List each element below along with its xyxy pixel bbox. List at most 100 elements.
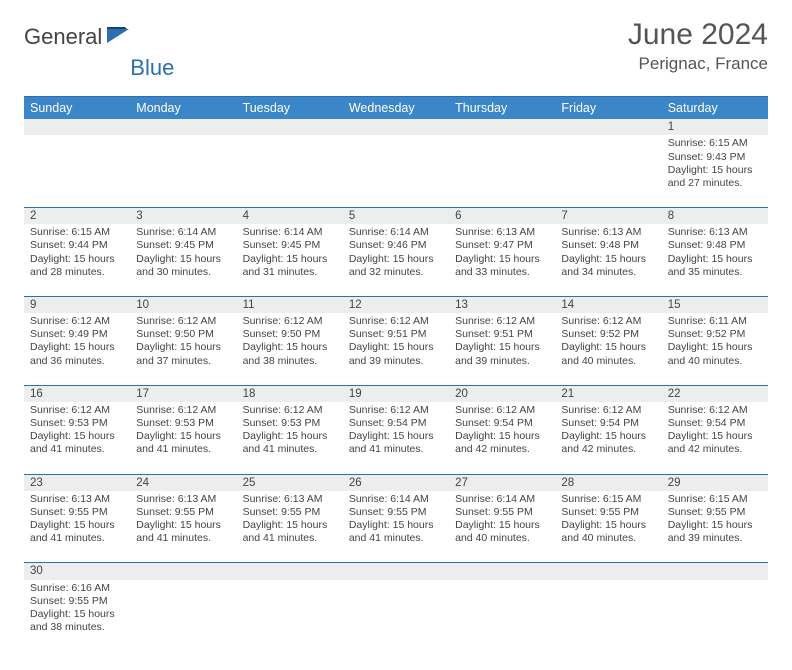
sunset-label: Sunset: 9:55 PM xyxy=(136,506,230,519)
day-cell: Sunrise: 6:12 AMSunset: 9:52 PMDaylight:… xyxy=(555,313,661,385)
sunset-label: Sunset: 9:47 PM xyxy=(455,239,549,252)
calendar-page: General June 2024 Perignac, France Gener… xyxy=(0,0,792,670)
daylight-label: Daylight: 15 hours and 35 minutes. xyxy=(668,253,762,279)
day-cell xyxy=(449,135,555,207)
daynum-row: 23242526272829 xyxy=(24,474,768,491)
sunrise-label: Sunrise: 6:15 AM xyxy=(668,137,762,150)
day-number: 23 xyxy=(24,474,130,491)
sunrise-label: Sunrise: 6:14 AM xyxy=(349,226,443,239)
day-number: 19 xyxy=(343,385,449,402)
day-cell: Sunrise: 6:13 AMSunset: 9:55 PMDaylight:… xyxy=(237,491,343,563)
sunrise-label: Sunrise: 6:15 AM xyxy=(561,493,655,506)
month-title: June 2024 xyxy=(628,18,768,52)
day-cell: Sunrise: 6:14 AMSunset: 9:55 PMDaylight:… xyxy=(343,491,449,563)
day-cell: Sunrise: 6:13 AMSunset: 9:55 PMDaylight:… xyxy=(130,491,236,563)
daylight-label: Daylight: 15 hours and 41 minutes. xyxy=(136,519,230,545)
daynum-row: 1 xyxy=(24,119,768,135)
weekday-col-2: Tuesday xyxy=(237,97,343,120)
sunrise-label: Sunrise: 6:12 AM xyxy=(349,404,443,417)
sunrise-label: Sunrise: 6:12 AM xyxy=(668,404,762,417)
day-number: 28 xyxy=(555,474,661,491)
day-cell: Sunrise: 6:14 AMSunset: 9:45 PMDaylight:… xyxy=(130,224,236,296)
daylight-label: Daylight: 15 hours and 40 minutes. xyxy=(561,341,655,367)
sunset-label: Sunset: 9:49 PM xyxy=(30,328,124,341)
day-number: 24 xyxy=(130,474,236,491)
sunrise-label: Sunrise: 6:13 AM xyxy=(561,226,655,239)
day-content-row: Sunrise: 6:15 AMSunset: 9:44 PMDaylight:… xyxy=(24,224,768,296)
day-number: 8 xyxy=(662,207,768,224)
day-cell xyxy=(130,580,236,652)
day-number: 21 xyxy=(555,385,661,402)
day-number: 1 xyxy=(662,119,768,135)
daylight-label: Daylight: 15 hours and 41 minutes. xyxy=(30,519,124,545)
sunset-label: Sunset: 9:54 PM xyxy=(561,417,655,430)
location-label: Perignac, France xyxy=(628,54,768,74)
day-cell xyxy=(237,135,343,207)
day-number: 17 xyxy=(130,385,236,402)
day-cell xyxy=(130,135,236,207)
day-number: 11 xyxy=(237,296,343,313)
day-number: 18 xyxy=(237,385,343,402)
day-number xyxy=(343,563,449,580)
sunrise-label: Sunrise: 6:15 AM xyxy=(668,493,762,506)
day-cell: Sunrise: 6:13 AMSunset: 9:55 PMDaylight:… xyxy=(24,491,130,563)
brand-name-1: General xyxy=(24,24,102,50)
daylight-label: Daylight: 15 hours and 37 minutes. xyxy=(136,341,230,367)
day-content-row: Sunrise: 6:13 AMSunset: 9:55 PMDaylight:… xyxy=(24,491,768,563)
day-number: 5 xyxy=(343,207,449,224)
day-number: 13 xyxy=(449,296,555,313)
day-number xyxy=(343,119,449,135)
daylight-label: Daylight: 15 hours and 28 minutes. xyxy=(30,253,124,279)
day-cell: Sunrise: 6:12 AMSunset: 9:54 PMDaylight:… xyxy=(449,402,555,474)
weekday-header: SundayMondayTuesdayWednesdayThursdayFrid… xyxy=(24,97,768,120)
sunset-label: Sunset: 9:53 PM xyxy=(136,417,230,430)
daylight-label: Daylight: 15 hours and 41 minutes. xyxy=(243,430,337,456)
day-cell: Sunrise: 6:12 AMSunset: 9:51 PMDaylight:… xyxy=(449,313,555,385)
day-number xyxy=(24,119,130,135)
sunrise-label: Sunrise: 6:13 AM xyxy=(30,493,124,506)
sunset-label: Sunset: 9:54 PM xyxy=(455,417,549,430)
sunrise-label: Sunrise: 6:14 AM xyxy=(455,493,549,506)
daylight-label: Daylight: 15 hours and 41 minutes. xyxy=(349,430,443,456)
daylight-label: Daylight: 15 hours and 42 minutes. xyxy=(668,430,762,456)
day-number: 9 xyxy=(24,296,130,313)
daylight-label: Daylight: 15 hours and 41 minutes. xyxy=(243,519,337,545)
brand-logo: General xyxy=(24,18,133,50)
daylight-label: Daylight: 15 hours and 30 minutes. xyxy=(136,253,230,279)
day-cell: Sunrise: 6:15 AMSunset: 9:55 PMDaylight:… xyxy=(662,491,768,563)
day-content-row: Sunrise: 6:12 AMSunset: 9:53 PMDaylight:… xyxy=(24,402,768,474)
day-number: 6 xyxy=(449,207,555,224)
daylight-label: Daylight: 15 hours and 41 minutes. xyxy=(136,430,230,456)
daynum-row: 9101112131415 xyxy=(24,296,768,313)
day-cell: Sunrise: 6:12 AMSunset: 9:50 PMDaylight:… xyxy=(237,313,343,385)
sunset-label: Sunset: 9:55 PM xyxy=(561,506,655,519)
sunrise-label: Sunrise: 6:11 AM xyxy=(668,315,762,328)
day-cell xyxy=(343,580,449,652)
weekday-col-0: Sunday xyxy=(24,97,130,120)
day-number: 14 xyxy=(555,296,661,313)
day-cell xyxy=(555,580,661,652)
sunset-label: Sunset: 9:55 PM xyxy=(30,506,124,519)
daylight-label: Daylight: 15 hours and 39 minutes. xyxy=(668,519,762,545)
day-cell: Sunrise: 6:12 AMSunset: 9:53 PMDaylight:… xyxy=(24,402,130,474)
daylight-label: Daylight: 15 hours and 32 minutes. xyxy=(349,253,443,279)
daylight-label: Daylight: 15 hours and 38 minutes. xyxy=(243,341,337,367)
sunrise-label: Sunrise: 6:13 AM xyxy=(455,226,549,239)
sunrise-label: Sunrise: 6:14 AM xyxy=(136,226,230,239)
day-number: 7 xyxy=(555,207,661,224)
daynum-row: 30 xyxy=(24,563,768,580)
day-content-row: Sunrise: 6:16 AMSunset: 9:55 PMDaylight:… xyxy=(24,580,768,652)
sunset-label: Sunset: 9:52 PM xyxy=(668,328,762,341)
day-number: 20 xyxy=(449,385,555,402)
day-cell xyxy=(449,580,555,652)
sunset-label: Sunset: 9:55 PM xyxy=(349,506,443,519)
day-number: 12 xyxy=(343,296,449,313)
day-cell: Sunrise: 6:12 AMSunset: 9:50 PMDaylight:… xyxy=(130,313,236,385)
flag-icon xyxy=(107,27,131,48)
sunrise-label: Sunrise: 6:13 AM xyxy=(668,226,762,239)
sunrise-label: Sunrise: 6:12 AM xyxy=(30,404,124,417)
sunrise-label: Sunrise: 6:12 AM xyxy=(243,404,337,417)
day-number xyxy=(555,563,661,580)
day-cell: Sunrise: 6:12 AMSunset: 9:54 PMDaylight:… xyxy=(343,402,449,474)
sunrise-label: Sunrise: 6:12 AM xyxy=(136,315,230,328)
